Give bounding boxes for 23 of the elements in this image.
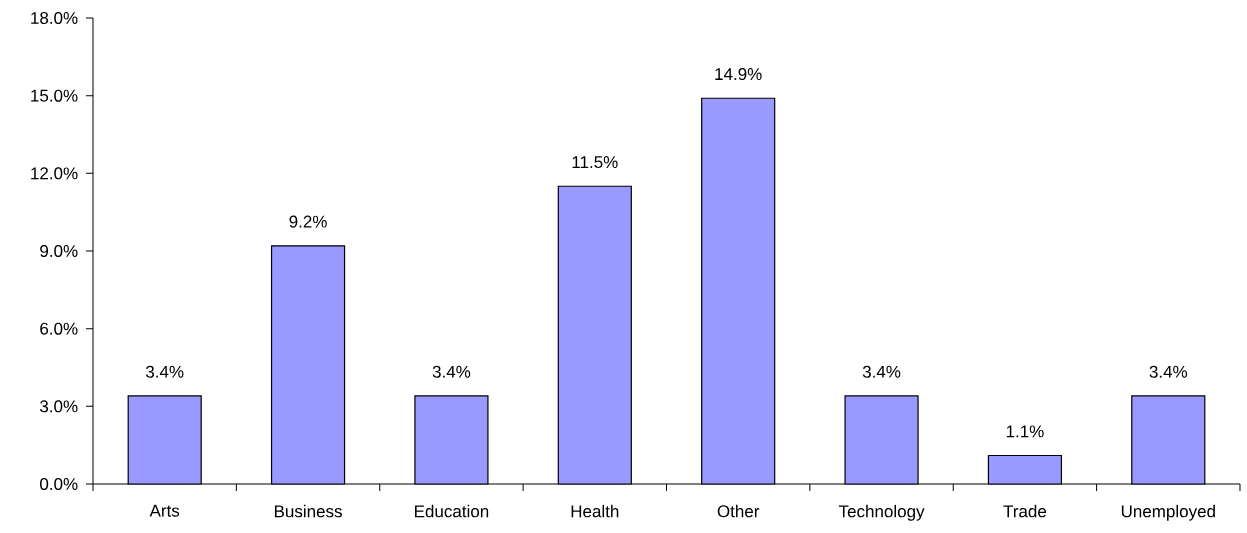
x-tick-label: Technology — [838, 504, 925, 521]
x-tick-label: Trade — [1003, 504, 1047, 518]
y-tick-label: 9.0% — [40, 244, 78, 258]
y-tick-label: 0.0% — [40, 477, 78, 491]
x-tick-label: Arts — [149, 504, 180, 517]
y-tick-label: 12.0% — [31, 167, 78, 180]
y-tick-label: 15.0% — [31, 89, 78, 102]
data-label: 3.4% — [145, 365, 184, 378]
x-tick-label: Other — [717, 504, 760, 518]
data-label: 3.4% — [1149, 365, 1188, 378]
data-label: 3.4% — [432, 365, 471, 378]
data-label: 1.1% — [1006, 425, 1044, 438]
y-tick-label: 3.0% — [40, 400, 78, 413]
x-tick-label: Unemployed — [1121, 504, 1215, 521]
x-tick-label: Business — [274, 504, 342, 518]
x-tick-label: Education — [415, 504, 489, 518]
y-tick-label: 18.0% — [31, 11, 78, 25]
x-tick-label: Health — [571, 504, 619, 518]
data-label: 11.5% — [572, 156, 618, 169]
data-label: 14.9% — [715, 68, 762, 81]
y-tick-label: 6.0% — [40, 322, 78, 335]
data-label: 3.4% — [862, 365, 901, 378]
data-label: 9.2% — [289, 215, 327, 228]
